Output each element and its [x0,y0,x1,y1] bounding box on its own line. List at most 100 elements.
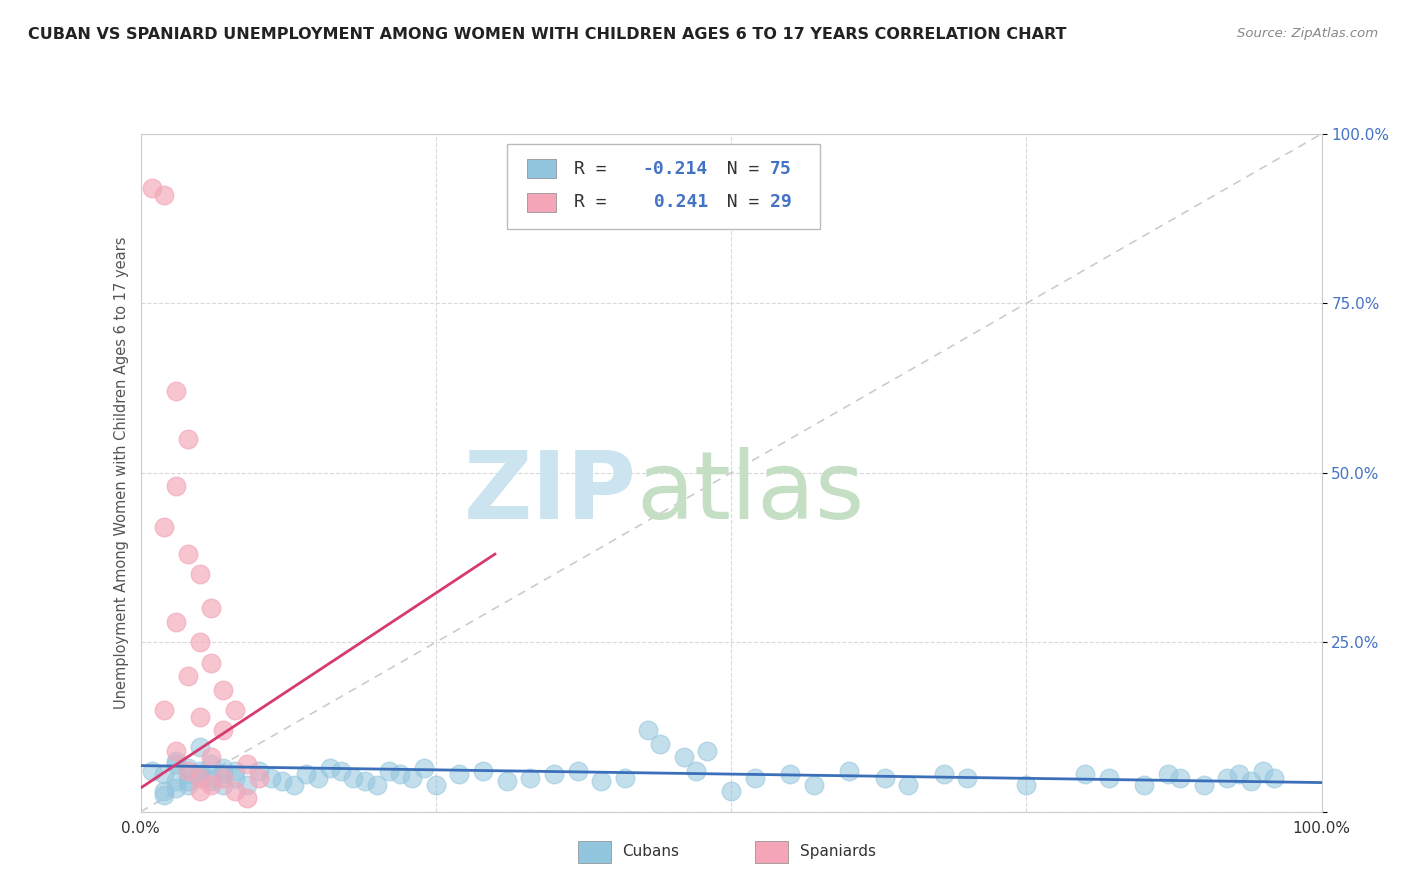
Point [188,771,211,785]
Point [330,764,353,778]
Point [212,767,235,781]
Point [177,764,200,778]
Point [307,771,329,785]
Point [212,761,235,775]
Bar [755,841,787,863]
Point [567,764,589,778]
Point [1168,771,1191,785]
Point [389,767,412,781]
Point [519,771,541,785]
Point [283,778,305,792]
Point [224,771,246,785]
Point [212,771,235,785]
Point [212,778,235,792]
Point [779,767,801,781]
Text: atlas: atlas [637,447,865,539]
Point [236,791,259,805]
Point [401,771,423,785]
Point [153,187,176,202]
Point [247,764,270,778]
Point [188,710,211,724]
Point [200,778,222,792]
Point [247,771,270,785]
Text: Cubans: Cubans [623,844,679,858]
Text: Spaniards: Spaniards [800,844,876,858]
Point [720,784,742,798]
Point [591,774,613,789]
Point [613,771,636,785]
Point [236,757,259,772]
Point [543,767,565,781]
Point [956,771,979,785]
Point [224,764,246,778]
Point [165,384,187,399]
Bar [527,194,557,211]
FancyBboxPatch shape [506,144,820,228]
Point [897,778,920,792]
Point [495,774,517,789]
Point [1227,767,1250,781]
Point [165,754,187,768]
Point [744,771,766,785]
Point [1216,771,1239,785]
Point [838,764,860,778]
Point [873,771,896,785]
Point [200,771,222,785]
Point [696,744,718,758]
Point [153,788,176,802]
Point [1157,767,1180,781]
Point [177,432,200,446]
Point [449,767,471,781]
Point [212,682,235,697]
Point [165,615,187,629]
Point [188,635,211,649]
Text: -0.214: -0.214 [643,160,707,178]
Point [1098,771,1121,785]
Text: N =: N = [706,194,770,211]
Point [318,761,340,775]
Text: 75: 75 [770,160,792,178]
Bar [527,160,557,178]
Point [165,744,187,758]
Point [271,774,294,789]
Text: CUBAN VS SPANIARD UNEMPLOYMENT AMONG WOMEN WITH CHILDREN AGES 6 TO 17 YEARS CORR: CUBAN VS SPANIARD UNEMPLOYMENT AMONG WOM… [28,27,1067,42]
Text: R =: R = [574,194,617,211]
Point [153,767,176,781]
Point [153,784,176,798]
Point [425,778,447,792]
Point [1015,778,1038,792]
Point [188,740,211,755]
Point [165,774,187,789]
Y-axis label: Unemployment Among Women with Children Ages 6 to 17 years: Unemployment Among Women with Children A… [114,236,129,709]
Point [141,181,163,195]
Point [153,703,176,717]
Point [165,780,187,795]
Point [165,757,187,772]
Point [472,764,495,778]
Point [200,656,222,670]
Text: 0.241: 0.241 [643,194,707,211]
Point [177,547,200,561]
Text: Source: ZipAtlas.com: Source: ZipAtlas.com [1237,27,1378,40]
Point [188,567,211,582]
Point [1240,774,1263,789]
Point [200,750,222,764]
Point [177,669,200,683]
Point [224,784,246,798]
Point [1251,764,1274,778]
Point [177,778,200,792]
Point [200,757,222,772]
Point [366,778,388,792]
Point [1263,771,1285,785]
Point [1192,778,1215,792]
Point [200,774,222,789]
Point [377,764,399,778]
Point [141,764,163,778]
Point [932,767,955,781]
Text: R =: R = [574,160,617,178]
Point [295,767,318,781]
Point [342,771,364,785]
Point [236,778,259,792]
Point [200,601,222,615]
Point [672,750,695,764]
